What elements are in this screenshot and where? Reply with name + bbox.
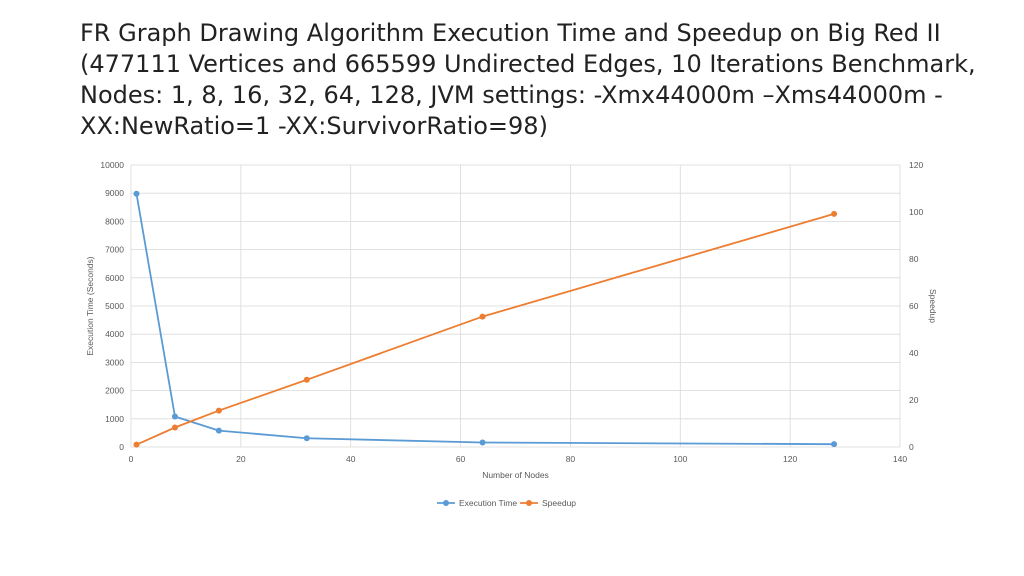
y2-axis-title: Speedup [928,289,938,323]
y2-tick-label: 60 [909,301,919,311]
x-tick-label: 0 [129,454,134,464]
legend-label-execution-time: Execution Time [459,498,517,508]
x-tick-label: 80 [566,454,576,464]
x-tick-label: 140 [893,454,907,464]
x-tick-label: 100 [673,454,687,464]
data-point-execution-time [479,439,486,446]
legend-marker-execution-time [443,500,449,506]
data-point-speedup [479,313,486,320]
x-tick-label: 120 [783,454,797,464]
y2-tick-label: 80 [909,254,919,264]
y-tick-label: 6000 [105,273,124,283]
y-tick-label: 4000 [105,329,124,339]
data-point-speedup [831,210,838,217]
y2-tick-label: 20 [909,395,919,405]
chart-legend: Execution Time Speedup [437,498,576,508]
x-tick-label: 60 [456,454,466,464]
slide-title: FR Graph Drawing Algorithm Execution Tim… [80,19,976,140]
y-tick-label: 5000 [105,301,124,311]
x-axis-title: Number of Nodes [482,470,549,480]
y-tick-label: 10000 [100,160,124,170]
legend-label-speedup: Speedup [542,498,576,508]
y-tick-label: 0 [119,442,124,452]
data-point-speedup [303,376,310,383]
y-tick-label: 9000 [105,188,124,198]
y2-tick-label: 120 [909,160,923,170]
y2-tick-label: 40 [909,348,919,358]
y2-tick-label: 0 [909,442,914,452]
series-line-speedup [136,213,835,446]
chart-axes: 0100020003000400050006000700080009000100… [100,160,923,464]
x-tick-label: 40 [346,454,356,464]
data-point-speedup [215,407,222,414]
y2-tick-label: 100 [909,207,923,217]
data-point-speedup [133,441,140,448]
legend-marker-speedup [526,500,532,506]
x-tick-label: 20 [236,454,246,464]
series-line-execution-time [135,193,835,446]
data-point-execution-time [215,427,222,434]
y-axis-title: Execution Time (Seconds) [85,256,95,355]
y-tick-label: 3000 [105,357,124,367]
y-tick-label: 1000 [105,414,124,424]
data-point-speedup [171,424,178,431]
data-point-execution-time [303,435,310,442]
chart-series [133,190,838,448]
y-tick-label: 2000 [105,386,124,396]
data-point-execution-time [133,190,140,197]
data-point-execution-time [171,413,178,420]
y-tick-label: 8000 [105,216,124,226]
chart-grid [130,164,901,448]
data-point-execution-time [831,441,838,448]
y-tick-label: 7000 [105,245,124,255]
